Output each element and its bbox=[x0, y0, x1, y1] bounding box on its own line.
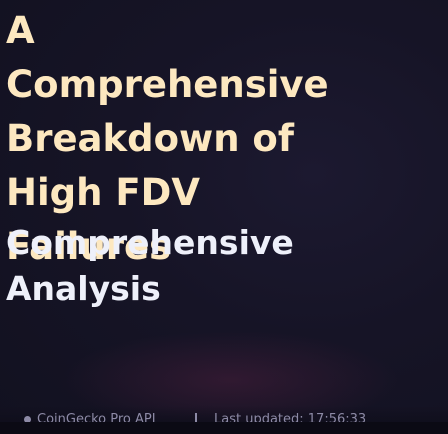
subtitle-line: Comprehensive bbox=[6, 223, 294, 262]
page-subtitle: Comprehensive Analysis bbox=[6, 220, 294, 312]
title-line: Comprehensive bbox=[6, 63, 329, 106]
bottom-edge bbox=[0, 422, 448, 434]
title-line: Failures bbox=[6, 225, 172, 268]
title-line: High FDV bbox=[6, 171, 200, 214]
title-line: A bbox=[6, 9, 35, 52]
title-line: Breakdown of bbox=[6, 117, 294, 160]
page-title: A Comprehensive Breakdown of High FDV Fa… bbox=[6, 4, 448, 274]
subtitle-line: Analysis bbox=[6, 269, 161, 308]
status-divider bbox=[195, 413, 197, 427]
status-dot-icon bbox=[24, 416, 31, 423]
